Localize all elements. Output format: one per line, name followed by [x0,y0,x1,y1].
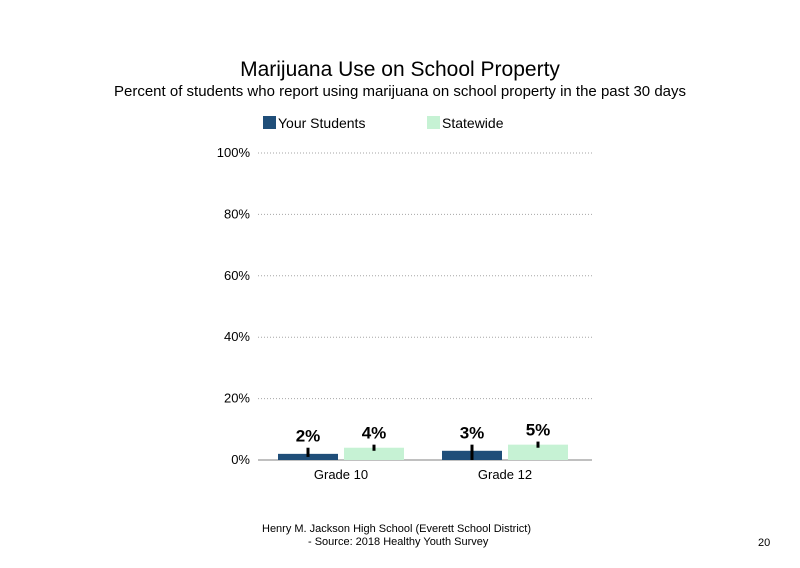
y-tick-label: 0% [231,452,250,467]
chart-subtitle: Percent of students who report using mar… [114,83,686,100]
data-label: 2% [296,427,321,446]
legend-label-statewide: Statewide [442,115,504,131]
y-tick-label: 40% [224,329,250,344]
data-label: 5% [526,421,551,440]
legend-swatch-statewide [427,116,440,129]
bar [508,444,568,460]
y-tick-label: 20% [224,391,250,406]
x-tick-label: Grade 12 [478,467,532,482]
y-tick-label: 100% [217,145,251,160]
page-number: 20 [758,537,771,549]
footer-source: Henry M. Jackson High School (Everett Sc… [262,523,531,549]
legend-swatch-your-students [263,116,276,129]
x-tick-label: Grade 10 [314,467,368,482]
chart-title: Marijuana Use on School Property [240,58,560,81]
y-tick-label: 60% [224,268,250,283]
footer-line-school: Henry M. Jackson High School (Everett Sc… [262,523,531,535]
data-label: 3% [460,424,485,443]
bar [344,447,404,460]
legend-label-your-students: Your Students [278,115,366,131]
data-label: 4% [362,424,387,443]
footer-line-source: - Source: 2018 Healthy Youth Survey [308,536,489,548]
y-tick-label: 80% [224,206,250,221]
